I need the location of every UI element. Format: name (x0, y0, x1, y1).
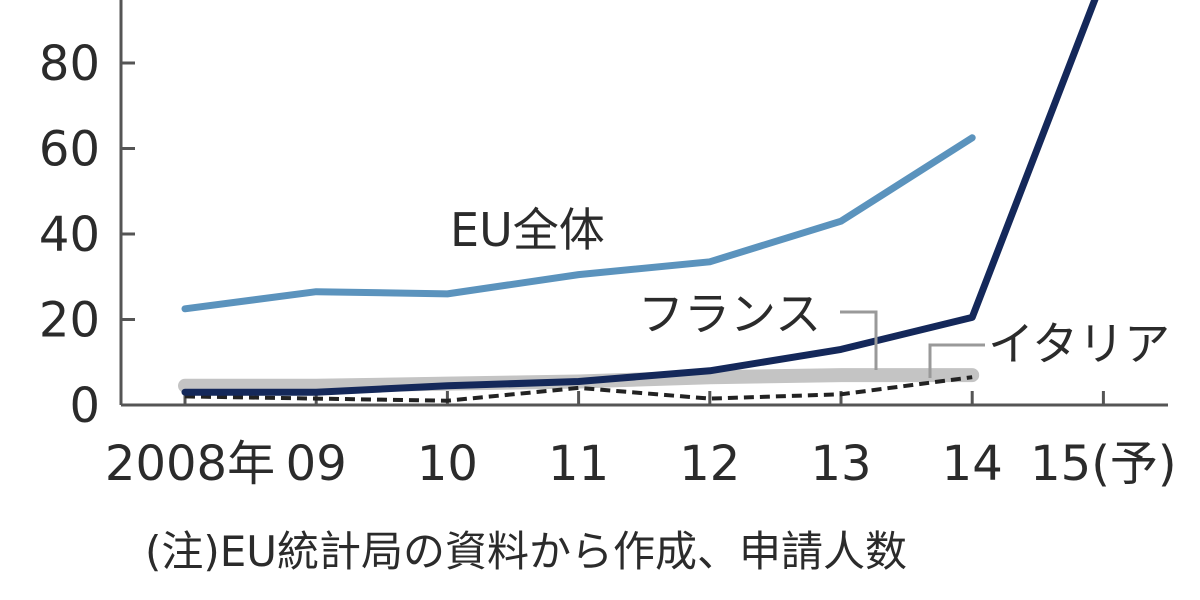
label-eu-total: EU全体 (450, 203, 605, 257)
source-note: (注)EU統計局の資料から作成、申請人数 (145, 527, 907, 576)
label-france: フランス (638, 287, 821, 341)
y-tick-label: 40 (39, 207, 100, 263)
series-lines (178, 0, 1099, 403)
y-axis: 0 20 40 60 80 (39, 0, 135, 434)
y-tick-label: 80 (39, 36, 100, 92)
x-tick-label: 14 (942, 436, 1003, 492)
x-tick-label: 11 (548, 436, 609, 492)
x-tick-label: 09 (286, 436, 347, 492)
y-tick-label: 60 (39, 122, 100, 178)
x-tick-label: 15(予) (1030, 436, 1177, 492)
series-italy-line (184, 375, 973, 403)
x-tick-label: 2008年 (105, 436, 275, 492)
italy-leader-line (928, 343, 985, 378)
x-axis: 2008年 09 10 11 12 13 14 15(予) (105, 391, 1177, 492)
series-eu-total-line (181, 134, 976, 313)
x-tick-label: 12 (679, 436, 740, 492)
label-italy: イタリア (988, 317, 1170, 371)
series-unlabeled-line (181, 0, 1099, 396)
x-tick-label: 13 (810, 436, 871, 492)
series-labels: EU全体 フランス イタリア (450, 203, 1170, 371)
y-tick-label: 0 (69, 378, 100, 434)
france-leader-line (840, 310, 878, 370)
y-tick-label: 20 (39, 293, 100, 349)
x-tick-label: 10 (417, 436, 478, 492)
